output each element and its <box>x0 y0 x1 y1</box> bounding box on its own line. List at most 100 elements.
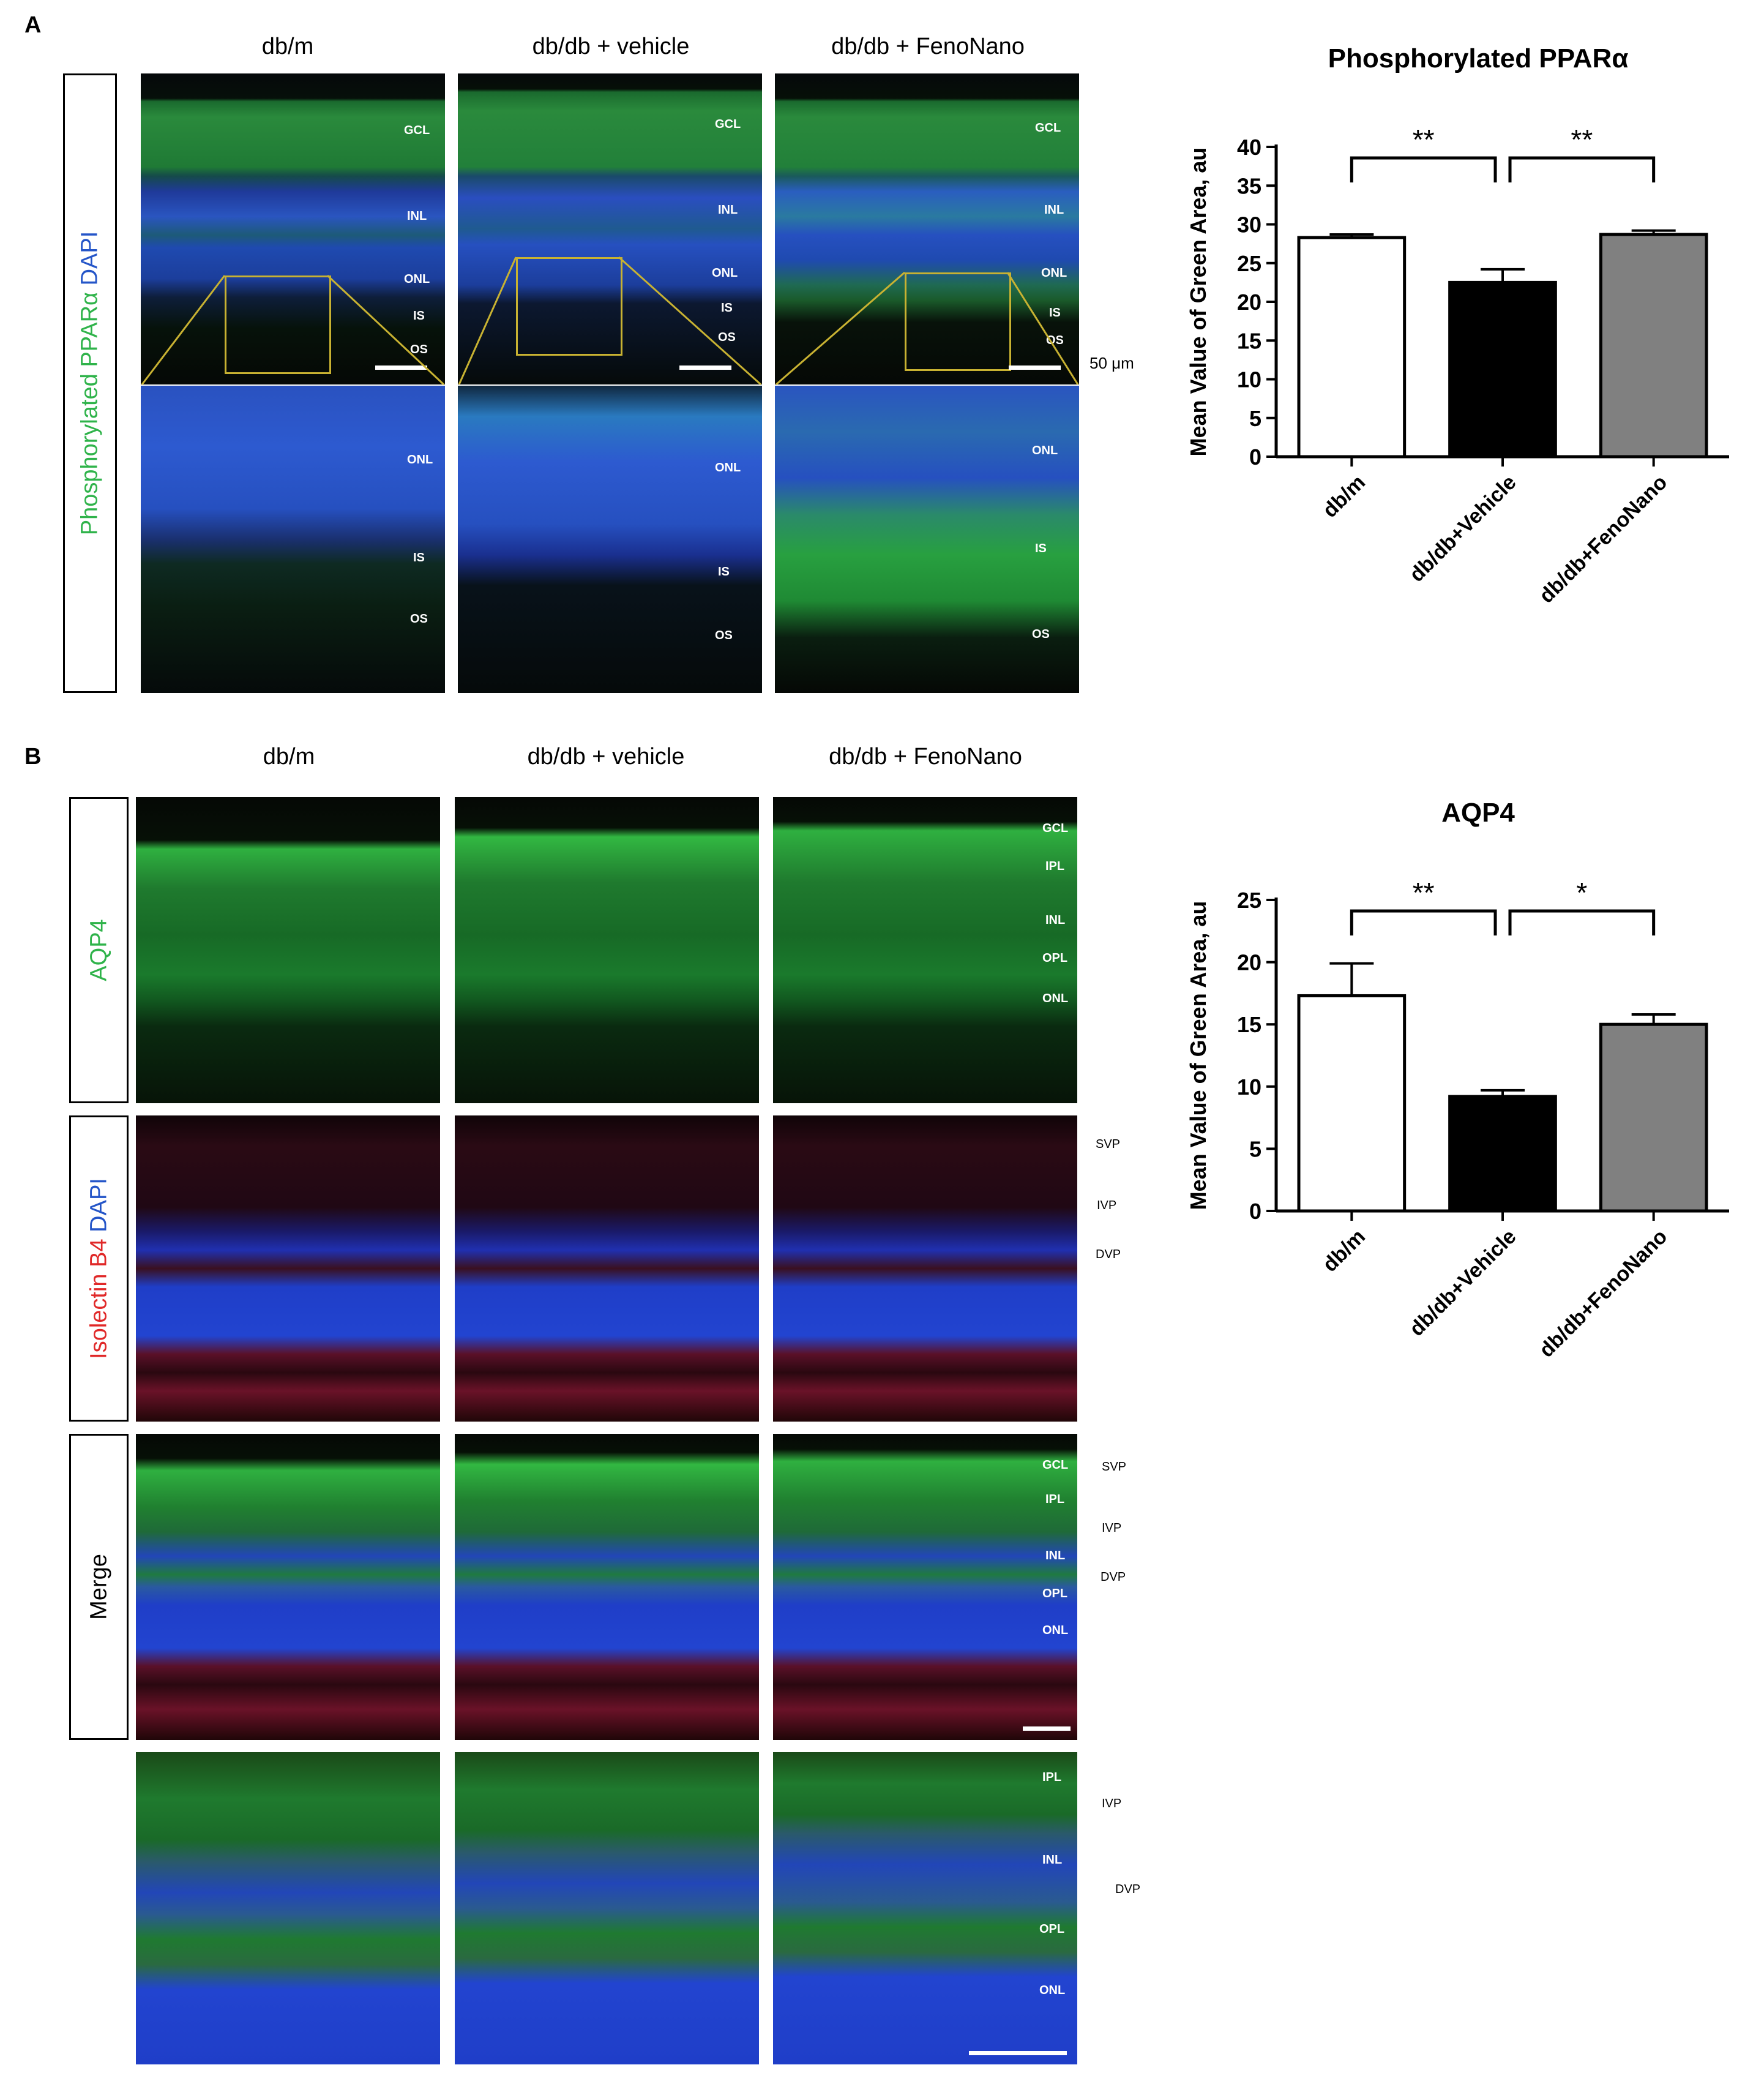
layer-label-os: OS <box>410 612 428 626</box>
layer-label-onl: ONL <box>1039 1984 1066 1997</box>
scale-bar <box>375 365 427 370</box>
significance-label: ** <box>1413 877 1435 909</box>
x-tick-label: db/db+Vehicle <box>1405 1225 1520 1341</box>
layer-label-os: OS <box>718 331 736 344</box>
significance-bracket <box>1508 156 1656 182</box>
layer-label-inl: INL <box>407 209 427 223</box>
y-tick-label: 30 <box>1237 212 1261 238</box>
layer-label-opl: OPL <box>1042 1587 1068 1600</box>
panel-b-col-title-3: db/db + FenoNano <box>829 744 1022 770</box>
inset-box <box>516 257 622 356</box>
bar <box>1297 236 1407 459</box>
layer-label-gcl: GCL <box>1042 1458 1069 1472</box>
significance-bracket <box>1350 909 1497 935</box>
scale-bar <box>1009 365 1061 370</box>
micrograph-a-zoom-fenonano: ONL IS OS <box>775 386 1079 693</box>
side-label-dvp: DVP <box>1115 1883 1141 1896</box>
inset-box <box>905 272 1011 371</box>
significance-label: ** <box>1571 124 1593 156</box>
layer-label-gcl: GCL <box>1042 822 1069 835</box>
inset-zoom-lines <box>141 256 1079 386</box>
panel-a-col-title-3: db/db + FenoNano <box>831 34 1025 59</box>
micrograph-a-zoom-vehicle: ONL IS OS <box>458 386 762 693</box>
scale-bar <box>679 365 731 370</box>
layer-label-onl: ONL <box>407 453 433 467</box>
inset-box <box>225 275 331 374</box>
micrograph-b-isolectin-dbm <box>136 1115 440 1422</box>
panel-b-row2-label: Isolectin B4 DAPI <box>86 1178 112 1359</box>
x-tick-label: db/db+FenoNano <box>1534 471 1672 608</box>
layer-label-inl: INL <box>1045 913 1066 927</box>
layer-label-is: IS <box>413 551 425 564</box>
side-label-dvp: DVP <box>1096 1248 1121 1261</box>
y-tick-label: 10 <box>1237 367 1261 392</box>
y-tick-label: 10 <box>1237 1074 1261 1100</box>
layer-label-is: IS <box>413 309 425 323</box>
y-tick-label: 35 <box>1237 173 1261 198</box>
layer-label-opl: OPL <box>1042 951 1068 965</box>
side-label-ivp: IVP <box>1097 1199 1117 1212</box>
side-label-ivp: IVP <box>1102 1797 1122 1810</box>
panel-b-row1-label: AQP4 <box>86 919 111 981</box>
layer-label-onl: ONL <box>1041 266 1067 280</box>
panel-b-row1-label-box: AQP4 <box>69 797 129 1103</box>
scale-bar <box>969 2051 1067 2055</box>
chart-aqp4: AQP4 Mean Value of Green Area, au 0 5 10 15 20… <box>1186 798 1729 1362</box>
layer-label-is: IS <box>721 301 733 315</box>
bar <box>1599 1022 1708 1213</box>
x-tick-label: db/db+FenoNano <box>1534 1225 1672 1362</box>
bar <box>1448 1095 1557 1213</box>
panel-b-letter: B <box>24 744 42 770</box>
micrograph-b-zoom-fenonano: IPL INL OPL ONL <box>773 1752 1077 2064</box>
chart-title: Phosphorylated PPARα <box>1328 43 1629 73</box>
panel-b-row2-label-box: Isolectin B4 DAPI <box>69 1115 129 1422</box>
panel-b-row3-label-box: Merge <box>69 1434 129 1740</box>
layer-label-is: IS <box>718 565 730 579</box>
significance-label: ** <box>1413 124 1435 156</box>
layer-label-onl: ONL <box>1042 1624 1069 1637</box>
micrograph-b-merge-vehicle <box>455 1434 759 1740</box>
layer-label-onl: ONL <box>712 266 738 280</box>
significance-bracket <box>1350 156 1497 182</box>
y-tick-label: 25 <box>1237 251 1261 276</box>
micrograph-b-aqp4-dbm <box>136 797 440 1103</box>
micrograph-b-isolectin-fenonano <box>773 1115 1077 1422</box>
x-tick-label: db/m <box>1318 471 1370 522</box>
layer-label-onl: ONL <box>715 461 741 474</box>
layer-label-inl: INL <box>1045 1549 1066 1562</box>
layer-label-gcl: GCL <box>404 124 430 137</box>
y-tick-label: 5 <box>1249 1136 1261 1161</box>
layer-label-ipl: IPL <box>1042 1771 1062 1784</box>
side-label-svp: SVP <box>1102 1460 1127 1474</box>
micrograph-b-zoom-dbm <box>136 1752 440 2064</box>
micrograph-a-top-fenonano: GCL INL ONL IS OS <box>775 73 1079 384</box>
y-tick-label: 15 <box>1237 1012 1261 1037</box>
layer-label-os: OS <box>1046 334 1064 347</box>
layer-label-onl: ONL <box>404 272 430 286</box>
stain-isolectin: Isolectin <box>86 1273 111 1359</box>
layer-label-os: OS <box>715 629 733 642</box>
bar <box>1599 233 1708 459</box>
layer-label-inl: INL <box>718 203 738 217</box>
significance-label: * <box>1576 877 1587 909</box>
bar <box>1448 280 1557 459</box>
panel-b-row3-label: Merge <box>86 1554 111 1620</box>
side-label-ivp: IVP <box>1102 1521 1122 1535</box>
layer-label-ipl: IPL <box>1045 860 1065 873</box>
micrograph-a-top-dbm: GCL INL ONL IS OS <box>141 73 445 384</box>
y-tick-label: 0 <box>1249 1199 1261 1224</box>
layer-label-onl: ONL <box>1042 992 1069 1005</box>
y-axis-label: Mean Value of Green Area, au <box>1186 901 1211 1210</box>
y-tick-label: 25 <box>1237 888 1261 913</box>
chart-phosphorylated-ppara: Phosphorylated PPARα Mean Value of Green … <box>1186 43 1729 608</box>
scale-bar-label: 50 μm <box>1089 354 1134 372</box>
x-tick-label: db/db+Vehicle <box>1405 471 1520 587</box>
layer-label-ipl: IPL <box>1045 1493 1065 1506</box>
micrograph-b-isolectin-vehicle <box>455 1115 759 1422</box>
side-label-svp: SVP <box>1096 1138 1121 1151</box>
stain-b4: B4 <box>86 1239 111 1267</box>
micrograph-a-zoom-dbm: ONL IS OS <box>141 386 445 693</box>
panel-a-col-title-2: db/db + vehicle <box>532 34 690 59</box>
layer-label-gcl: GCL <box>715 118 741 131</box>
layer-label-onl: ONL <box>1032 444 1058 457</box>
